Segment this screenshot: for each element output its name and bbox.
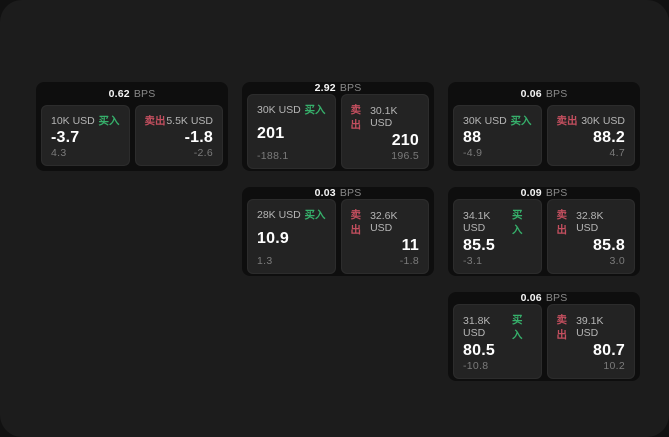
card-header: 0.06 BPS: [448, 292, 640, 304]
buy-side-label: 买入: [511, 314, 523, 341]
buy-sub-value: -3.1: [463, 255, 483, 267]
panels: 28K USD 买入 10.9 1.3 卖出 32.6K USD 11 -1.8: [242, 199, 434, 279]
bps-unit: BPS: [545, 187, 568, 199]
bps-unit: BPS: [339, 187, 362, 199]
sell-amount: 32.6K USD: [370, 210, 398, 234]
buy-value: 85.5: [463, 237, 495, 254]
quote-card: 2.92 BPS 30K USD 买入 201 -188.1 卖出 30.1K …: [242, 82, 434, 171]
buy-panel[interactable]: 31.8K USD 买入 80.5 -10.8: [453, 304, 542, 379]
sell-sub-value: 3.0: [609, 255, 625, 267]
panels: 34.1K USD 买入 85.5 -3.1 卖出 32.8K USD 85.8…: [448, 199, 640, 279]
buy-side-label: 买入: [304, 209, 326, 221]
buy-side-label: 买入: [98, 115, 120, 127]
buy-panel[interactable]: 30K USD 买入 88 -4.9: [453, 105, 542, 166]
sell-panel[interactable]: 卖出 32.6K USD 11 -1.8: [340, 199, 429, 274]
quote-card: 0.06 BPS 30K USD 买入 88 -4.9 卖出 30K USD: [448, 82, 640, 171]
sell-sub-value: 4.7: [609, 147, 625, 159]
sell-value: 11: [401, 237, 419, 254]
card-header: 0.09 BPS: [448, 187, 640, 199]
buy-value: -3.7: [51, 128, 80, 146]
buy-panel[interactable]: 30K USD 买入 201 -188.1: [247, 94, 336, 169]
sell-amount: 32.8K USD: [576, 210, 604, 234]
buy-sub-value: 4.3: [51, 147, 67, 159]
buy-panel[interactable]: 34.1K USD 买入 85.5 -3.1: [453, 199, 542, 274]
bps-value: 2.92: [314, 82, 336, 94]
sell-amount: 30.1K USD: [370, 105, 398, 129]
sell-side-label: 卖出: [144, 115, 166, 127]
sell-value: 88.2: [593, 128, 625, 146]
buy-sub-value: 1.3: [257, 255, 273, 267]
sell-sub-value: -2.6: [193, 147, 213, 159]
sell-panel[interactable]: 卖出 5.5K USD -1.8 -2.6: [134, 105, 223, 166]
bps-value: 0.62: [108, 87, 130, 100]
quote-card: 0.03 BPS 28K USD 买入 10.9 1.3 卖出 32.6K US…: [242, 187, 434, 276]
sell-panel[interactable]: 卖出 30.1K USD 210 196.5: [340, 94, 429, 169]
bps-value: 0.06: [520, 292, 542, 304]
sell-value: 85.8: [593, 237, 625, 254]
buy-value: 80.5: [463, 342, 495, 359]
panels: 31.8K USD 买入 80.5 -10.8 卖出 39.1K USD 80.…: [448, 304, 640, 384]
quote-card-grid: 0.62 BPS 10K USD 买入 -3.7 4.3 卖出 5.5K USD: [36, 82, 640, 381]
bps-value: 0.06: [520, 87, 542, 100]
panels: 30K USD 买入 201 -188.1 卖出 30.1K USD 210 1…: [242, 94, 434, 174]
sell-sub-value: 10.2: [603, 360, 625, 372]
card-header: 0.06 BPS: [448, 82, 640, 105]
buy-sub-value: -4.9: [463, 147, 483, 159]
sell-side-label: 卖出: [350, 209, 362, 236]
sell-value: 80.7: [593, 342, 625, 359]
buy-amount: 10K USD: [51, 114, 95, 127]
card-header: 0.62 BPS: [36, 82, 228, 105]
sell-sub-value: -1.8: [399, 255, 419, 267]
panels: 30K USD 买入 88 -4.9 卖出 30K USD 88.2 4.7: [448, 105, 640, 171]
quote-card: 0.06 BPS 31.8K USD 买入 80.5 -10.8 卖出 39.1…: [448, 292, 640, 381]
buy-side-label: 买入: [304, 104, 326, 116]
bps-unit: BPS: [545, 87, 568, 100]
bps-value: 0.09: [520, 187, 542, 199]
sell-value: -1.8: [184, 128, 213, 146]
buy-value: 10.9: [257, 229, 289, 247]
sell-panel[interactable]: 卖出 39.1K USD 80.7 10.2: [546, 304, 635, 379]
card-header: 2.92 BPS: [242, 82, 434, 94]
buy-sub-value: -10.8: [463, 360, 489, 372]
sell-side-label: 卖出: [556, 209, 568, 236]
sell-side-label: 卖出: [556, 115, 578, 127]
sell-amount: 39.1K USD: [576, 315, 604, 339]
buy-value: 201: [257, 124, 285, 142]
buy-value: 88: [463, 128, 482, 146]
bps-unit: BPS: [339, 82, 362, 94]
sell-panel[interactable]: 卖出 32.8K USD 85.8 3.0: [546, 199, 635, 274]
buy-side-label: 买入: [511, 209, 523, 236]
sell-side-label: 卖出: [556, 314, 568, 341]
buy-side-label: 买入: [510, 115, 532, 127]
sell-amount: 5.5K USD: [166, 114, 213, 127]
card-header: 0.03 BPS: [242, 187, 434, 199]
sell-side-label: 卖出: [350, 104, 362, 131]
bps-value: 0.03: [314, 187, 336, 199]
buy-amount: 30K USD: [463, 114, 507, 127]
quote-card: 0.09 BPS 34.1K USD 买入 85.5 -3.1 卖出 32.8K…: [448, 187, 640, 276]
panels: 10K USD 买入 -3.7 4.3 卖出 5.5K USD -1.8 -2.…: [36, 105, 228, 171]
quote-card: 0.62 BPS 10K USD 买入 -3.7 4.3 卖出 5.5K USD: [36, 82, 228, 171]
sell-panel[interactable]: 卖出 30K USD 88.2 4.7: [546, 105, 635, 166]
bps-unit: BPS: [545, 292, 568, 304]
buy-amount: 28K USD: [257, 208, 301, 221]
sell-amount: 30K USD: [581, 114, 625, 127]
buy-amount: 31.8K USD: [463, 315, 491, 339]
sell-sub-value: 196.5: [391, 150, 419, 162]
buy-amount: 34.1K USD: [463, 210, 491, 234]
buy-sub-value: -188.1: [257, 150, 289, 162]
buy-panel[interactable]: 28K USD 买入 10.9 1.3: [247, 199, 336, 274]
buy-amount: 30K USD: [257, 103, 301, 116]
bps-unit: BPS: [133, 87, 156, 100]
sell-value: 210: [391, 132, 419, 149]
buy-panel[interactable]: 10K USD 买入 -3.7 4.3: [41, 105, 130, 166]
